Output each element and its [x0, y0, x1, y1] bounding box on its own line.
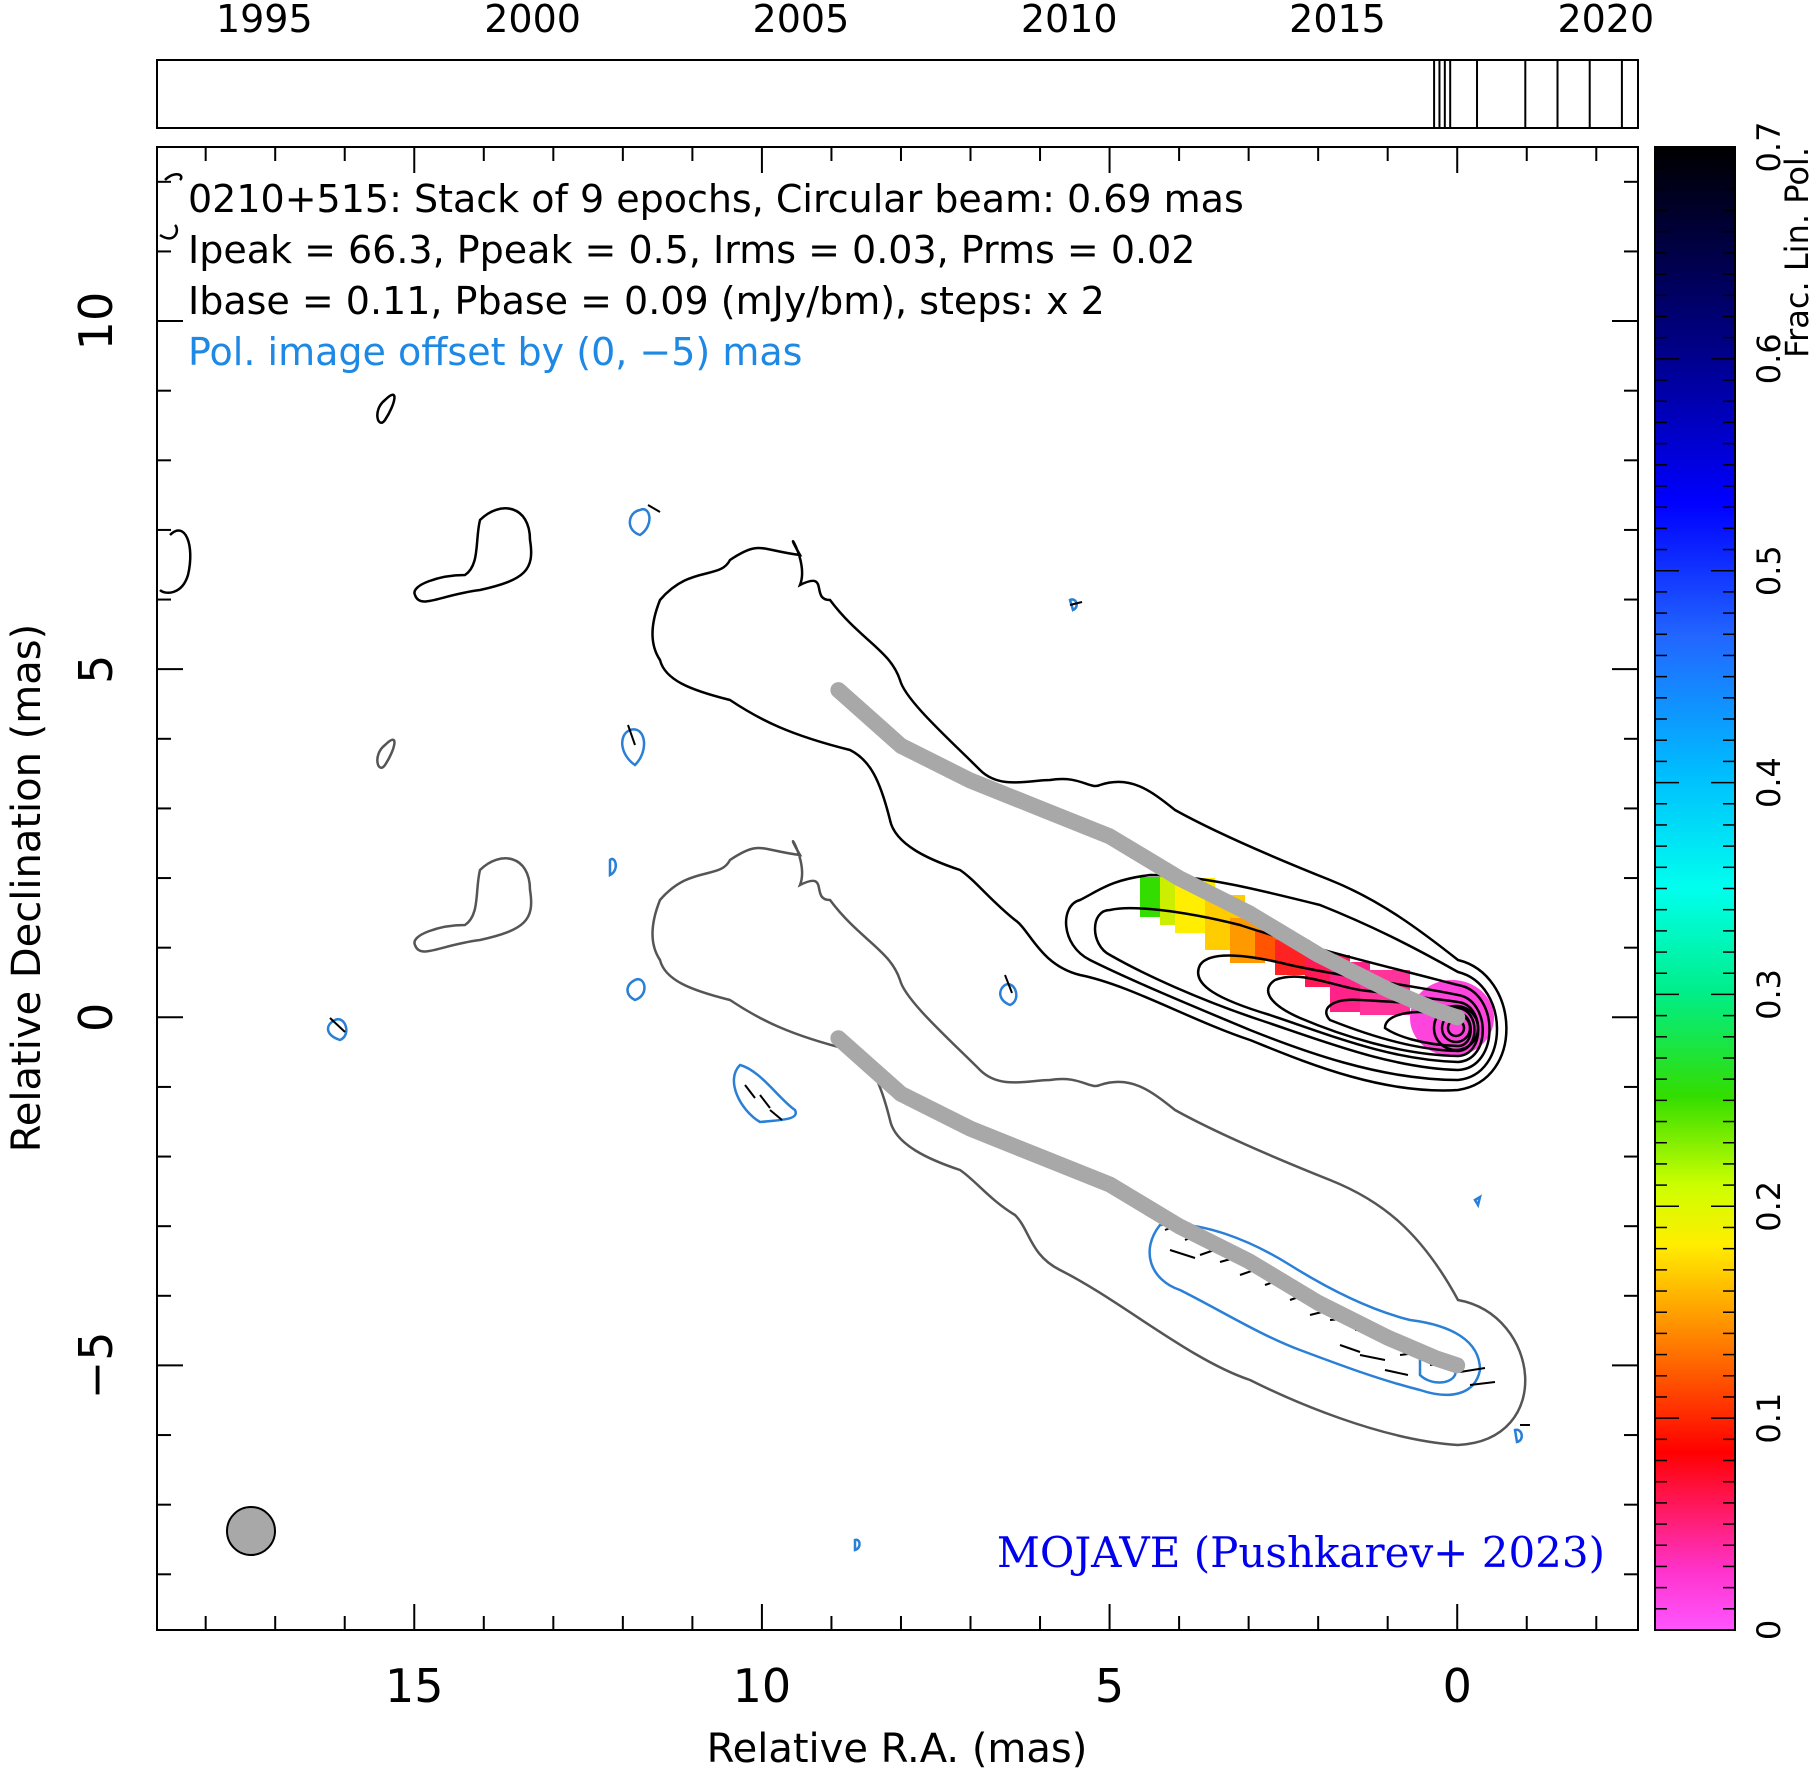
timeline-year-label: 2015 — [1289, 0, 1386, 41]
x-tick-label: 5 — [1095, 1659, 1124, 1713]
colorbar-label: Frac. Lin. Pol. — [1778, 147, 1816, 358]
colorbar-tick-label: 0.6 — [1750, 333, 1788, 384]
pol-blue-contours — [326, 508, 1523, 1552]
timeline-year-label: 2010 — [1021, 0, 1118, 41]
colorbar-tick-label: 0.5 — [1750, 545, 1788, 596]
intensity-noise-contours — [159, 173, 533, 603]
colorbar-tick-labels: 0 0.1 0.2 0.3 0.4 0.5 0.6 0.7 — [1750, 122, 1788, 1641]
header-line-3: Ibase = 0.11, Pbase = 0.09 (mJy/bm), ste… — [188, 279, 1105, 323]
credit-text: MOJAVE (Pushkarev+ 2023) — [997, 1528, 1605, 1577]
header-line-2: Ipeak = 66.3, Ppeak = 0.5, Irms = 0.03, … — [188, 228, 1195, 272]
colorbar-tick-label: 0 — [1750, 1620, 1788, 1640]
y-tick-label: 10 — [69, 292, 123, 351]
x-tick-labels: 15 10 5 0 — [385, 1659, 1472, 1713]
beam-ellipse — [226, 1506, 276, 1556]
y-tick-labels: −5 0 5 10 — [69, 292, 123, 1400]
x-tick-label: 10 — [733, 1659, 792, 1713]
timeline-year-label: 2020 — [1557, 0, 1654, 41]
timeline-epoch-marks — [1433, 60, 1623, 128]
timeline-year-label: 2000 — [484, 0, 581, 41]
ridge-lines — [830, 682, 1466, 1374]
colorbar: 0 0.1 0.2 0.3 0.4 0.5 0.6 0.7 Frac. Lin. Pol. — [1654, 122, 1816, 1641]
timeline-year-label: 2005 — [753, 0, 850, 41]
plot-area: 15 10 5 0 −5 0 5 10 0210+515: Stack of 9 epoch… — [4, 146, 1639, 1772]
colorbar-tick-label: 0.3 — [1750, 969, 1788, 1020]
x-tick-label: 15 — [385, 1659, 444, 1713]
colorbar-tick-label: 0.7 — [1750, 122, 1788, 173]
y-tick-label: 0 — [69, 1003, 123, 1032]
y-axis-ticks — [157, 180, 1638, 1576]
pol-offset-note: Pol. image offset by (0, −5) mas — [188, 330, 802, 374]
timeline-box — [156, 59, 1639, 129]
x-axis-label: Relative R.A. (mas) — [707, 1726, 1088, 1772]
colorbar-ticks — [1655, 146, 1735, 1631]
y-tick-label: 5 — [69, 655, 123, 684]
timeline: 1995 2000 2005 2010 2015 2020 — [156, 0, 1654, 129]
timeline-year-label: 1995 — [216, 0, 313, 41]
ridge-line-lower — [830, 1030, 1466, 1374]
plot-frame — [156, 146, 1639, 1631]
polarization-contours — [376, 738, 1527, 1447]
timeline-year-labels: 1995 2000 2005 2010 2015 2020 — [216, 0, 1654, 41]
ridge-line-upper — [830, 682, 1466, 1026]
header-line-1: 0210+515: Stack of 9 epochs, Circular be… — [188, 177, 1244, 221]
x-tick-label: 0 — [1443, 1659, 1472, 1713]
colorbar-tick-label: 0.2 — [1750, 1181, 1788, 1232]
x-axis-ticks — [204, 147, 1598, 1630]
y-tick-label: −5 — [69, 1332, 123, 1400]
colorbar-tick-label: 0.4 — [1750, 757, 1788, 808]
colorbar-tick-label: 0.1 — [1750, 1393, 1788, 1444]
y-axis-label: Relative Declination (mas) — [4, 624, 50, 1152]
intensity-contours — [651, 540, 1508, 1092]
